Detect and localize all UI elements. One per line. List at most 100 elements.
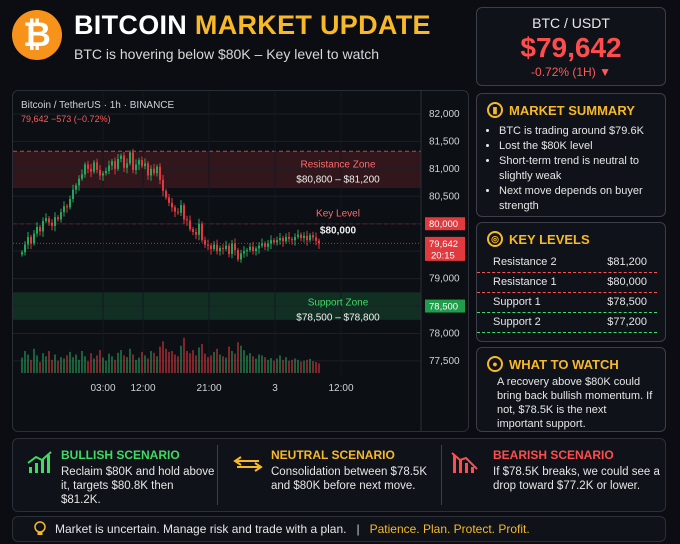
candle-body xyxy=(174,207,176,212)
candle-body xyxy=(156,166,158,174)
x-tick-label: 03:00 xyxy=(90,383,115,394)
candle-body xyxy=(39,227,41,232)
volume-bar xyxy=(96,355,98,373)
volume-bar xyxy=(120,350,122,373)
candle-body xyxy=(45,218,47,221)
candle-body xyxy=(141,160,143,167)
current-price: $79,642 xyxy=(520,32,622,63)
candle-body xyxy=(312,235,314,238)
volume-bar xyxy=(129,348,131,373)
volume-bar xyxy=(63,358,65,373)
volume-bar xyxy=(231,351,233,373)
scenarios-panel: BULLISH SCENARIO Reclaim $80K and hold a… xyxy=(12,438,666,512)
volume-bar xyxy=(285,357,287,373)
volume-bar xyxy=(138,357,140,373)
key-level-row: Resistance 1 $80,000 xyxy=(477,273,657,293)
volume-bar xyxy=(303,360,305,373)
candle-body xyxy=(252,246,254,252)
x-tick-label: 12:00 xyxy=(328,383,353,394)
candle-body xyxy=(78,178,80,186)
volume-bar xyxy=(180,345,182,373)
y-tick-label: 81,000 xyxy=(429,164,460,175)
candle-body xyxy=(207,244,209,246)
y-tick-label: 79,000 xyxy=(429,274,460,285)
y-tick-label: 78,000 xyxy=(429,328,460,339)
volume-bar xyxy=(258,354,260,373)
key-level-label: Support 1 xyxy=(493,296,541,308)
candle-body xyxy=(108,165,110,172)
candle-body xyxy=(60,212,62,220)
candle-body xyxy=(258,245,260,249)
market-summary-header: ▮ MARKET SUMMARY xyxy=(487,102,665,118)
market-summary-title: MARKET SUMMARY xyxy=(509,102,635,118)
candle-body xyxy=(267,243,269,247)
x-tick-label: 21:00 xyxy=(196,383,221,394)
candle-body xyxy=(306,235,308,241)
key-level-label: Resistance 1 xyxy=(493,276,557,288)
candle-body xyxy=(294,236,296,241)
volume-bar xyxy=(75,354,77,373)
volume-bar xyxy=(99,350,101,373)
volume-bar xyxy=(306,359,308,373)
candle-body xyxy=(300,234,302,238)
current-price-tag-text: 79,642 xyxy=(429,239,458,250)
volume-bar xyxy=(207,357,209,373)
candle-body xyxy=(138,160,140,165)
candle-body xyxy=(72,189,74,200)
candle-body xyxy=(90,168,92,172)
candle-body xyxy=(234,243,236,251)
candle-body xyxy=(96,162,98,170)
volume-bar xyxy=(105,360,107,373)
candle-body xyxy=(243,251,245,254)
y-tick-label: 81,500 xyxy=(429,136,460,147)
footer-motto: Patience. Plan. Protect. Profit. xyxy=(369,522,530,536)
divider xyxy=(217,445,218,505)
market-summary-panel: ▮ MARKET SUMMARY BTC is trading around $… xyxy=(476,93,666,217)
volume-bar xyxy=(288,360,290,373)
candle-body xyxy=(276,240,278,243)
volume-bar xyxy=(135,359,137,373)
candle-body xyxy=(186,219,188,221)
candle-body xyxy=(240,253,242,260)
support-price-tag xyxy=(425,299,465,313)
key-level-title: Key Level xyxy=(316,209,360,220)
volume-bar xyxy=(21,357,23,373)
trend-up-icon xyxy=(27,451,52,473)
price-change: -0.72% (1H) ▼ xyxy=(477,65,665,79)
candle-body xyxy=(168,197,170,203)
candle-body xyxy=(27,236,29,245)
volume-bar xyxy=(216,348,218,373)
volume-bar xyxy=(240,345,242,373)
volume-bar xyxy=(234,353,236,373)
price-chart-panel[interactable]: 82,00081,50081,00080,50080,00079,50079,0… xyxy=(12,90,469,432)
candle-body xyxy=(177,211,179,213)
market-summary-list: BTC is trading around $79.6K Lost the $8… xyxy=(477,124,665,214)
candle-body xyxy=(318,240,320,244)
volume-bar xyxy=(186,351,188,373)
candle-body xyxy=(159,166,161,180)
candle-body xyxy=(282,238,284,242)
volume-bar xyxy=(267,359,269,373)
volume-bar xyxy=(282,359,284,373)
volume-bar xyxy=(126,357,128,373)
volume-bar xyxy=(204,353,206,373)
lightbulb-icon xyxy=(34,521,46,535)
candle-body xyxy=(147,163,149,176)
candle-body xyxy=(24,244,26,253)
support-zone-title: Support Zone xyxy=(308,297,369,308)
title-market-update: MARKET UPDATE xyxy=(194,10,431,40)
volume-bar xyxy=(108,353,110,373)
volume-bar xyxy=(48,351,50,373)
candle-body xyxy=(135,164,137,170)
y-tick-label: 80,500 xyxy=(429,191,460,202)
volume-bar xyxy=(318,363,320,373)
candlestick-chart[interactable]: 82,00081,50081,00080,50080,00079,50079,0… xyxy=(13,91,468,431)
support-price-tag-text: 78,500 xyxy=(429,302,458,313)
x-tick-label: 3 xyxy=(272,383,278,394)
candle-body xyxy=(189,220,191,230)
volume-bar xyxy=(117,352,119,373)
volume-bar xyxy=(42,353,44,373)
resistance-zone-band xyxy=(13,151,421,189)
what-to-watch-title: WHAT TO WATCH xyxy=(509,356,619,372)
candle-body xyxy=(201,223,203,241)
